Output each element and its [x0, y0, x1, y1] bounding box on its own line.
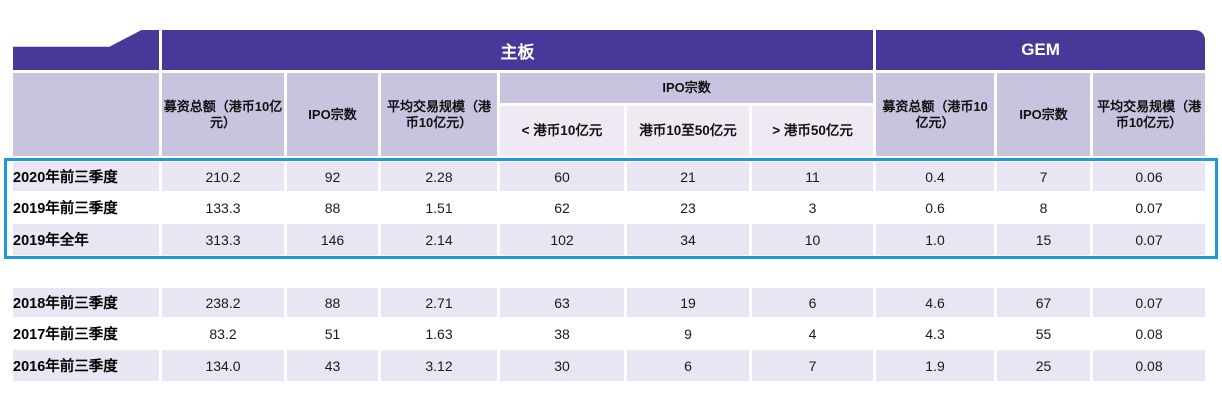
- cell: 9: [627, 319, 752, 350]
- cell: 67: [997, 288, 1093, 319]
- cell: 6: [627, 350, 752, 381]
- cell: 1.63: [381, 319, 500, 350]
- cell: 1.9: [876, 350, 997, 381]
- gem-fundraising-header: 募资总额（港币10亿元）: [876, 73, 998, 156]
- recent-periods-table: 2020年前三季度 210.2 92 2.28 60 21 11 0.4 7 0…: [13, 162, 1205, 255]
- cell: 88: [287, 193, 381, 224]
- main-avg-deal-size-header: 平均交易规模（港币10亿元）: [381, 73, 500, 156]
- row-label: 2019年前三季度: [13, 193, 162, 224]
- cell: 10: [752, 224, 876, 255]
- cell: 134.0: [162, 350, 287, 381]
- cell: 0.07: [1093, 224, 1205, 255]
- cell: 21: [627, 162, 752, 193]
- main-ipo-count-header: IPO宗数: [287, 73, 381, 156]
- gem-band: GEM: [876, 30, 1206, 73]
- row-label: 2017年前三季度: [13, 319, 162, 350]
- subheader-lt-1b: < 港币10亿元: [500, 106, 627, 156]
- row-label: 2016年前三季度: [13, 350, 162, 381]
- corner-cell: [13, 30, 162, 73]
- cell: 4.3: [876, 319, 997, 350]
- gem-ipo-count-header: IPO宗数: [997, 73, 1094, 156]
- cell: 0.4: [876, 162, 997, 193]
- cell: 133.3: [162, 193, 287, 224]
- cell: 238.2: [162, 288, 287, 319]
- cell: 3: [752, 193, 876, 224]
- cell: 6: [752, 288, 876, 319]
- cell: 0.06: [1093, 162, 1205, 193]
- gem-avg-deal-size-header: 平均交易规模（港币10亿元）: [1093, 73, 1206, 156]
- cell: 146: [287, 224, 381, 255]
- cell: 38: [500, 319, 627, 350]
- corner-shape: [13, 30, 159, 70]
- cell: 2.14: [381, 224, 500, 255]
- table-row-2019-full-year: 2019年全年 313.3 146 2.14 102 34 10 1.0 15 …: [13, 224, 1205, 255]
- cell: 92: [287, 162, 381, 193]
- row-label: 2019年全年: [13, 224, 162, 255]
- cell: 88: [287, 288, 381, 319]
- cell: 7: [997, 162, 1093, 193]
- row-label: 2018年前三季度: [13, 288, 162, 319]
- column-header-row: 募资总额（港币10亿元） IPO宗数 平均交易规模（港币10亿元） IPO宗数 …: [13, 73, 1206, 156]
- cell: 25: [997, 350, 1093, 381]
- ipo-size-subheader-row: < 港币10亿元 港币10至50亿元 > 港币50亿元: [13, 106, 1205, 156]
- cell: 4.6: [876, 288, 997, 319]
- cell: 210.2: [162, 162, 287, 193]
- row-label-header: [13, 73, 162, 156]
- cell: 4: [752, 319, 876, 350]
- cell: 43: [287, 350, 381, 381]
- cell: 11: [752, 162, 876, 193]
- cell: 1.51: [381, 193, 500, 224]
- cell: 30: [500, 350, 627, 381]
- table-row-2019-q1q3: 2019年前三季度 133.3 88 1.51 62 23 3 0.6 8 0.…: [13, 193, 1205, 224]
- cell: 23: [627, 193, 752, 224]
- cell: 3.12: [381, 350, 500, 381]
- cell: 0.08: [1093, 319, 1205, 350]
- cell: 83.2: [162, 319, 287, 350]
- table-row-2017-q1q3: 2017年前三季度 83.2 51 1.63 38 9 4 4.3 55 0.0…: [13, 319, 1205, 350]
- table-row-2020-q1q3: 2020年前三季度 210.2 92 2.28 60 21 11 0.4 7 0…: [13, 162, 1205, 193]
- historical-periods-table: 2018年前三季度 238.2 88 2.71 63 19 6 4.6 67 0…: [13, 288, 1205, 381]
- row-label: 2020年前三季度: [13, 162, 162, 193]
- table-row-2016-q1q3: 2016年前三季度 134.0 43 3.12 30 6 7 1.9 25 0.…: [13, 350, 1205, 381]
- cell: 7: [752, 350, 876, 381]
- cell: 60: [500, 162, 627, 193]
- section-gap: [13, 259, 1209, 288]
- cell: 8: [997, 193, 1093, 224]
- cell: 1.0: [876, 224, 997, 255]
- main-fundraising-header: 募资总额（港币10亿元）: [162, 73, 287, 156]
- ipo-table-header: 主板 GEM 募资总额（港币10亿元） IPO宗数 平均交易规模（港币10亿元）…: [13, 30, 1206, 156]
- cell: 34: [627, 224, 752, 255]
- main-board-band: 主板: [162, 30, 877, 73]
- cell: 15: [997, 224, 1093, 255]
- cell: 62: [500, 193, 627, 224]
- cell: 0.6: [876, 193, 997, 224]
- cell: 51: [287, 319, 381, 350]
- cell: 102: [500, 224, 627, 255]
- cell: 0.08: [1093, 350, 1205, 381]
- cell: 0.07: [1093, 288, 1205, 319]
- subheader-gt-5b: > 港币50亿元: [752, 106, 877, 156]
- cell: 313.3: [162, 224, 287, 255]
- highlight-box: 2020年前三季度 210.2 92 2.28 60 21 11 0.4 7 0…: [4, 158, 1218, 259]
- table-row-2018-q1q3: 2018年前三季度 238.2 88 2.71 63 19 6 4.6 67 0…: [13, 288, 1205, 319]
- cell: 2.28: [381, 162, 500, 193]
- board-band-row: 主板 GEM: [13, 30, 1206, 73]
- cell: 19: [627, 288, 752, 319]
- cell: 63: [500, 288, 627, 319]
- cell: 0.07: [1093, 193, 1205, 224]
- cell: 55: [997, 319, 1093, 350]
- ipo-count-group-header: IPO宗数: [500, 73, 877, 106]
- cell: 2.71: [381, 288, 500, 319]
- subheader-1b-to-5b: 港币10至50亿元: [627, 106, 752, 156]
